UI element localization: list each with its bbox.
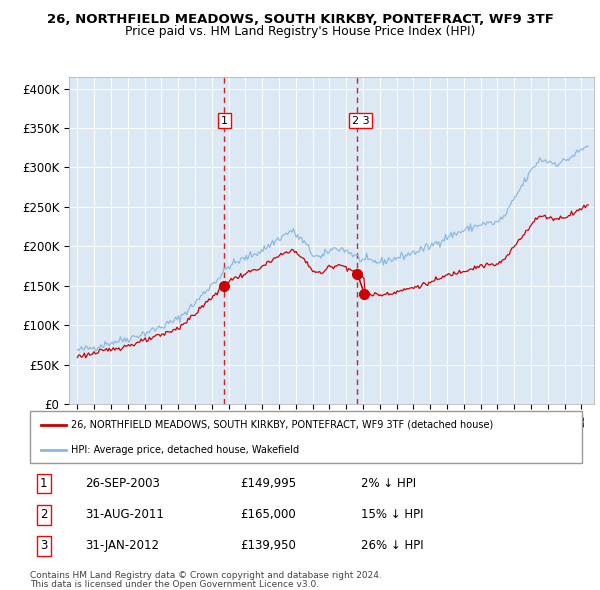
FancyBboxPatch shape — [30, 411, 582, 463]
Text: £139,950: £139,950 — [240, 539, 296, 552]
Text: 3: 3 — [40, 539, 47, 552]
Text: 2: 2 — [40, 508, 47, 522]
Text: £149,995: £149,995 — [240, 477, 296, 490]
Text: Price paid vs. HM Land Registry's House Price Index (HPI): Price paid vs. HM Land Registry's House … — [125, 25, 475, 38]
Text: 31-JAN-2012: 31-JAN-2012 — [85, 539, 159, 552]
Text: This data is licensed under the Open Government Licence v3.0.: This data is licensed under the Open Gov… — [30, 580, 319, 589]
Text: HPI: Average price, detached house, Wakefield: HPI: Average price, detached house, Wake… — [71, 445, 299, 455]
Text: 1: 1 — [221, 116, 228, 126]
Text: Contains HM Land Registry data © Crown copyright and database right 2024.: Contains HM Land Registry data © Crown c… — [30, 571, 382, 579]
Text: 26, NORTHFIELD MEADOWS, SOUTH KIRKBY, PONTEFRACT, WF9 3TF: 26, NORTHFIELD MEADOWS, SOUTH KIRKBY, PO… — [47, 13, 553, 26]
Text: 26, NORTHFIELD MEADOWS, SOUTH KIRKBY, PONTEFRACT, WF9 3TF (detached house): 26, NORTHFIELD MEADOWS, SOUTH KIRKBY, PO… — [71, 419, 494, 430]
Text: 2% ↓ HPI: 2% ↓ HPI — [361, 477, 416, 490]
Text: 26% ↓ HPI: 26% ↓ HPI — [361, 539, 424, 552]
Text: 1: 1 — [40, 477, 47, 490]
Text: 31-AUG-2011: 31-AUG-2011 — [85, 508, 164, 522]
Text: 15% ↓ HPI: 15% ↓ HPI — [361, 508, 424, 522]
Text: 26-SEP-2003: 26-SEP-2003 — [85, 477, 160, 490]
Text: 2 3: 2 3 — [352, 116, 370, 126]
Text: £165,000: £165,000 — [240, 508, 296, 522]
